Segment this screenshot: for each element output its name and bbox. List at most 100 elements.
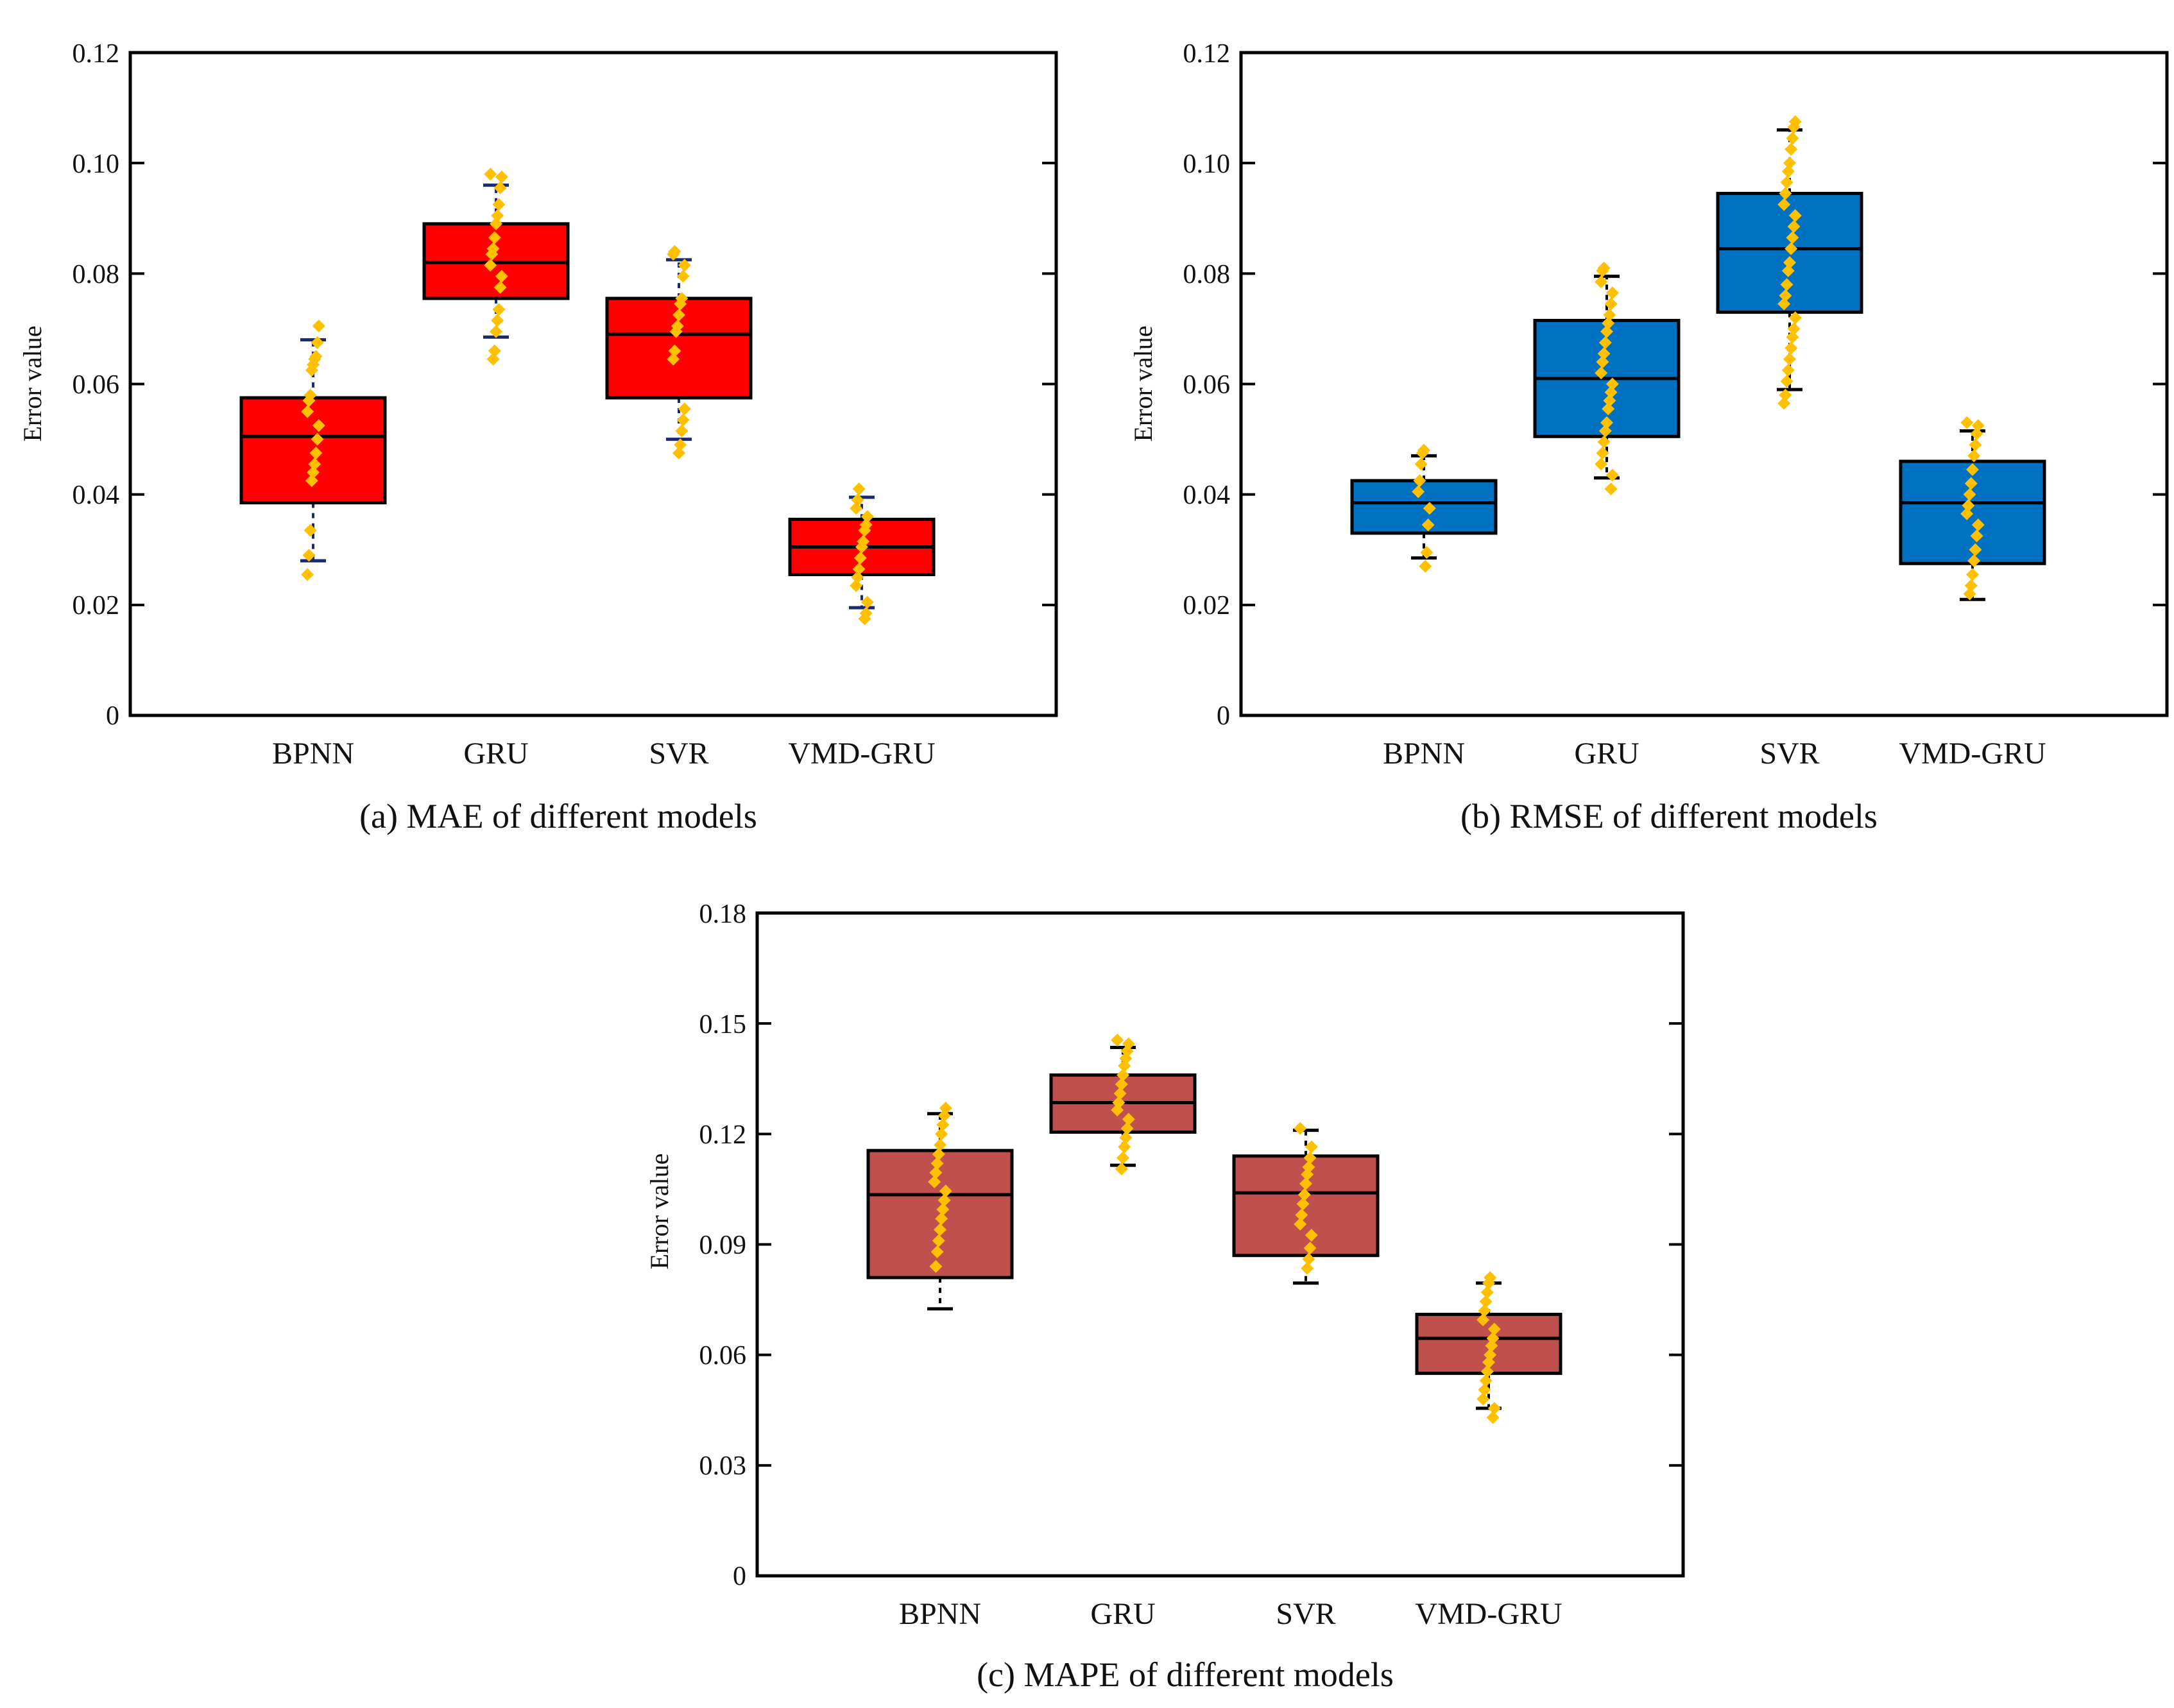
data-point-svr — [1785, 341, 1798, 355]
category-label-svr: SVR — [1276, 1597, 1335, 1631]
data-point-svr — [1299, 1177, 1312, 1190]
data-point-svr — [672, 447, 685, 460]
data-point-vmd-gru — [1966, 568, 1979, 581]
data-point-gru — [1117, 1151, 1129, 1165]
data-point-gru — [1112, 1096, 1126, 1109]
data-point-bpnn — [311, 336, 324, 349]
data-point-svr — [1788, 209, 1802, 222]
y-tick-label-1: 0.02 — [73, 591, 120, 620]
data-point-svr — [1302, 1252, 1315, 1266]
y-tick-label-1: 0.03 — [699, 1451, 747, 1481]
data-point-gru — [488, 344, 501, 357]
data-point-gru — [1117, 1068, 1129, 1082]
data-point-vmd-gru — [1962, 499, 1975, 512]
y-tick-label-3: 0.06 — [1183, 370, 1231, 400]
points — [1412, 115, 1985, 601]
data-point-gru — [1122, 1113, 1135, 1126]
data-point-gru — [1596, 447, 1609, 460]
data-point-svr — [1777, 397, 1791, 410]
data-point-gru — [1115, 1077, 1128, 1091]
data-point-gru — [1115, 1162, 1128, 1175]
data-point-svr — [675, 424, 689, 438]
data-point-gru — [1603, 394, 1616, 407]
data-point-gru — [1118, 1140, 1131, 1154]
data-point-gru — [1605, 377, 1619, 391]
data-point-bpnn — [305, 474, 318, 488]
data-point-vmd-gru — [1970, 529, 1983, 543]
data-point-gru — [1595, 457, 1608, 471]
data-point-svr — [1777, 198, 1791, 211]
data-point-bpnn — [1421, 518, 1435, 532]
data-point-vmd-gru — [851, 493, 864, 507]
y-ticks — [130, 51, 1056, 717]
y-tick-label-5: 0.10 — [73, 149, 120, 179]
data-point-svr — [675, 292, 689, 305]
data-point-vmd-gru — [1960, 507, 1974, 520]
y-tick-label-2: 0.04 — [73, 481, 120, 510]
data-point-svr — [1303, 1151, 1317, 1165]
data-point-gru — [1605, 286, 1619, 300]
data-point-vmd-gru — [1966, 463, 1979, 476]
data-point-gru — [488, 231, 501, 244]
data-point-vmd-gru — [1487, 1322, 1501, 1336]
data-point-gru — [1595, 366, 1608, 380]
y-tick-label-4: 0.08 — [73, 260, 120, 289]
data-point-bpnn — [930, 1245, 944, 1258]
data-point-vmd-gru — [852, 483, 866, 496]
category-label-gru: GRU — [1090, 1597, 1155, 1631]
category-label-vmd-gru: VMD-GRU — [788, 737, 935, 771]
data-point-svr — [1783, 256, 1796, 269]
data-point-gru — [1120, 1122, 1134, 1135]
y-tick-label-3: 0.06 — [73, 370, 120, 400]
data-point-vmd-gru — [1964, 477, 1978, 490]
y-tick-label-6: 0.12 — [73, 39, 120, 69]
panel-rmse: Error value 0 0.02 0.04 0.06 0.08 0.10 0… — [1129, 39, 2169, 835]
data-point-gru — [1600, 416, 1613, 429]
data-point-bpnn — [311, 432, 324, 446]
data-point-gru — [491, 209, 504, 222]
data-point-gru — [1596, 355, 1609, 369]
data-point-gru — [1597, 261, 1611, 275]
data-point-gru — [1600, 325, 1613, 338]
data-point-bpnn — [928, 1175, 941, 1188]
y-axis-label: Error value — [645, 1153, 674, 1269]
data-point-gru — [493, 280, 507, 294]
data-point-vmd-gru — [1487, 1401, 1501, 1415]
data-point-bpnn — [937, 1193, 951, 1207]
y-axis-label: Error value — [18, 325, 47, 441]
data-point-svr — [1301, 1261, 1314, 1275]
data-point-gru — [486, 242, 500, 255]
panel-caption: (b) RMSE of different models — [1460, 797, 1878, 835]
y-tick-label-2: 0.04 — [1183, 481, 1231, 510]
y-tick-label-0: 0 — [733, 1562, 746, 1591]
data-point-gru — [1602, 316, 1615, 330]
data-point-vmd-gru — [860, 510, 874, 524]
data-point-gru — [1604, 297, 1618, 311]
data-point-vmd-gru — [859, 606, 873, 620]
data-point-vmd-gru — [1484, 1348, 1497, 1362]
data-point-svr — [672, 308, 685, 321]
data-point-vmd-gru — [1476, 1392, 1490, 1406]
data-point-bpnn — [1419, 559, 1432, 573]
data-point-bpnn — [309, 350, 323, 363]
data-point-vmd-gru — [1478, 1304, 1491, 1317]
data-point-gru — [1604, 386, 1618, 399]
points — [928, 1033, 1501, 1424]
data-point-vmd-gru — [1478, 1383, 1491, 1397]
data-point-svr — [1294, 1217, 1307, 1231]
data-point-svr — [1783, 157, 1796, 170]
data-point-bpnn — [929, 1166, 943, 1179]
data-point-vmd-gru — [852, 562, 866, 576]
data-point-svr — [1781, 165, 1795, 178]
data-point-bpnn — [935, 1212, 948, 1225]
y-tick-label-4: 0.12 — [699, 1120, 747, 1150]
panel-mae: Error value 0 0.02 0.04 0.06 0.08 0.10 0… — [18, 39, 1058, 835]
data-point-svr — [1785, 242, 1798, 255]
data-point-vmd-gru — [859, 518, 873, 532]
data-point-bpnn — [1417, 443, 1430, 457]
data-point-svr — [668, 344, 681, 357]
data-point-svr — [1779, 289, 1792, 302]
data-point-svr — [667, 352, 680, 366]
panel-caption: (a) MAE of different models — [359, 797, 757, 835]
